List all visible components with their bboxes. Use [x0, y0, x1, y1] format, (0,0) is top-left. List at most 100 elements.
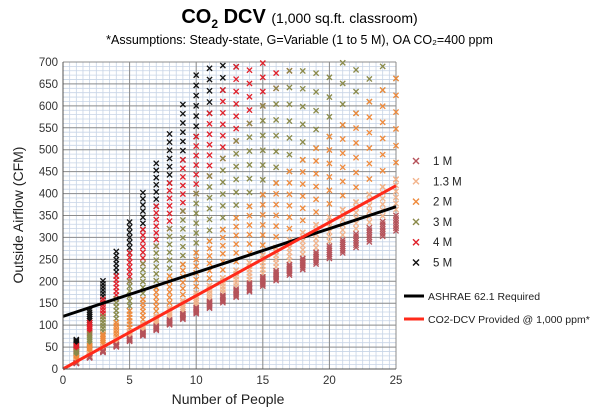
data-point-3-M [326, 74, 333, 81]
data-point-1-3-M [352, 225, 360, 232]
legend-item: 4 M [412, 237, 452, 249]
data-point-2-M [379, 135, 386, 142]
data-point-2-M [366, 175, 373, 183]
marker-stroke [126, 249, 133, 256]
marker-stroke [99, 331, 107, 338]
marker-stroke [326, 214, 333, 221]
marker-stroke [193, 82, 200, 89]
legend-item: 5 M [412, 258, 452, 270]
data-point-2-M [339, 164, 346, 171]
data-point-1-M [326, 243, 333, 250]
data-point-4-M [126, 249, 133, 256]
marker-stroke [139, 260, 146, 267]
marker-stroke [259, 231, 266, 239]
marker-stroke [179, 243, 186, 250]
legend-label: 3 M [433, 217, 452, 229]
data-point-2-M [379, 103, 386, 110]
data-point-4-M [233, 113, 240, 120]
marker-stroke [299, 121, 306, 128]
series-line-1 [62, 184, 397, 371]
marker-stroke [206, 131, 213, 138]
marker-stroke [179, 138, 186, 145]
data-point-4-M [113, 272, 120, 280]
marker-stroke [299, 103, 306, 110]
marker-stroke [153, 256, 160, 264]
data-point-5-M [126, 224, 133, 231]
data-point-1-M [352, 239, 360, 246]
data-point-2-M [366, 145, 373, 152]
data-point-4-M [166, 210, 173, 217]
marker-stroke [273, 223, 280, 230]
marker-stroke [166, 130, 173, 137]
marker-stroke [273, 85, 280, 92]
data-point-2-M [286, 202, 293, 209]
data-point-1-M [366, 224, 373, 231]
marker-stroke [379, 225, 386, 233]
marker-stroke [166, 283, 173, 290]
data-point-1-3-M [326, 238, 333, 245]
data-point-1-M [219, 292, 226, 299]
marker-stroke [366, 114, 373, 121]
data-point-3-M [326, 94, 333, 101]
data-point-2-M [153, 294, 160, 301]
marker-stroke [113, 272, 120, 280]
marker-stroke [153, 289, 160, 296]
data-point-1-3-M [313, 240, 320, 247]
data-point-4-M [139, 237, 146, 244]
data-point-1-M [153, 322, 160, 330]
marker-stroke [219, 274, 226, 282]
data-point-2-M [206, 238, 213, 245]
data-point-1-3-M [326, 233, 333, 240]
data-point-4-M [99, 296, 107, 303]
data-point-5-M [193, 92, 200, 99]
marker-stroke [286, 168, 293, 175]
data-point-4-M [153, 223, 160, 230]
data-point-3-M [219, 155, 226, 162]
marker-stroke [259, 252, 266, 259]
marker-stroke [339, 178, 346, 185]
data-point-3-M [286, 151, 293, 158]
marker-stroke [139, 272, 146, 279]
marker-stroke [366, 234, 373, 241]
marker-stroke [179, 291, 186, 298]
data-point-4-M [139, 249, 146, 256]
data-point-3-M [99, 313, 107, 320]
data-point-2-M [153, 289, 160, 296]
data-point-3-M [179, 225, 186, 232]
data-point-4-M [206, 152, 213, 159]
marker-stroke [233, 189, 240, 196]
marker-stroke [259, 117, 266, 124]
marker-stroke [352, 233, 360, 240]
data-point-3-M [153, 270, 160, 277]
marker-stroke [219, 190, 226, 198]
marker-stroke [326, 228, 333, 235]
marker-stroke [299, 205, 306, 212]
marker-stroke [126, 234, 133, 241]
data-point-2-M [246, 203, 253, 210]
data-point-1-M [233, 287, 240, 294]
marker-stroke [126, 259, 133, 266]
marker-stroke [86, 330, 93, 337]
grid [62, 61, 397, 370]
marker-stroke [313, 235, 320, 242]
line-series [62, 184, 397, 371]
marker-stroke [366, 75, 373, 83]
marker-stroke [233, 214, 240, 221]
marker-stroke [366, 175, 373, 183]
data-point-5-M [206, 65, 213, 72]
marker-stroke [153, 236, 160, 243]
marker-stroke [153, 263, 160, 270]
marker-stroke [233, 287, 240, 294]
data-point-4-M [206, 120, 213, 127]
marker-stroke [166, 241, 173, 248]
marker-stroke [139, 290, 146, 297]
marker-stroke [166, 294, 173, 301]
marker-stroke [366, 191, 373, 198]
data-point-5-M [139, 201, 146, 209]
marker-stroke [193, 239, 200, 246]
marker-stroke [153, 243, 160, 250]
marker-stroke [73, 337, 80, 344]
marker-stroke [139, 249, 146, 256]
marker-stroke [299, 138, 306, 146]
marker-stroke [139, 220, 146, 227]
